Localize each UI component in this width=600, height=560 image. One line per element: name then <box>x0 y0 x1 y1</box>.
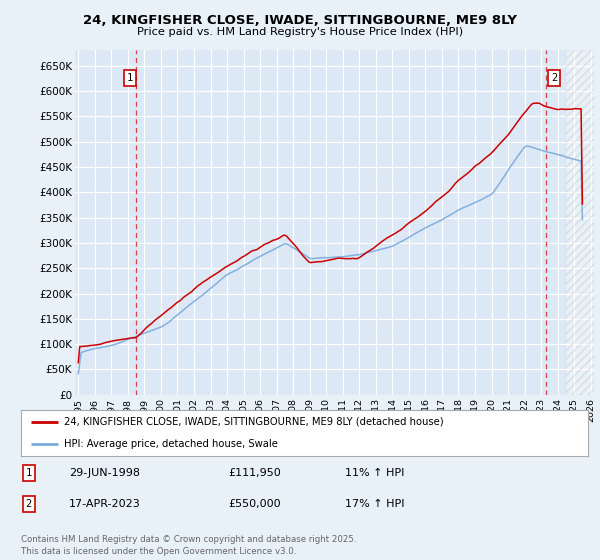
Text: 2: 2 <box>26 499 32 509</box>
Text: 17-APR-2023: 17-APR-2023 <box>69 499 141 509</box>
Text: 11% ↑ HPI: 11% ↑ HPI <box>345 468 404 478</box>
Text: 24, KINGFISHER CLOSE, IWADE, SITTINGBOURNE, ME9 8LY (detached house): 24, KINGFISHER CLOSE, IWADE, SITTINGBOUR… <box>64 417 443 427</box>
Text: Contains HM Land Registry data © Crown copyright and database right 2025.
This d: Contains HM Land Registry data © Crown c… <box>21 535 356 556</box>
Text: £550,000: £550,000 <box>228 499 281 509</box>
Text: £111,950: £111,950 <box>228 468 281 478</box>
Text: Price paid vs. HM Land Registry's House Price Index (HPI): Price paid vs. HM Land Registry's House … <box>137 27 463 37</box>
Text: 2: 2 <box>551 73 557 83</box>
Text: 1: 1 <box>127 73 133 83</box>
Text: 17% ↑ HPI: 17% ↑ HPI <box>345 499 404 509</box>
Text: HPI: Average price, detached house, Swale: HPI: Average price, detached house, Swal… <box>64 440 277 450</box>
Text: 1: 1 <box>26 468 32 478</box>
Text: 29-JUN-1998: 29-JUN-1998 <box>69 468 140 478</box>
Text: 24, KINGFISHER CLOSE, IWADE, SITTINGBOURNE, ME9 8LY: 24, KINGFISHER CLOSE, IWADE, SITTINGBOUR… <box>83 14 517 27</box>
